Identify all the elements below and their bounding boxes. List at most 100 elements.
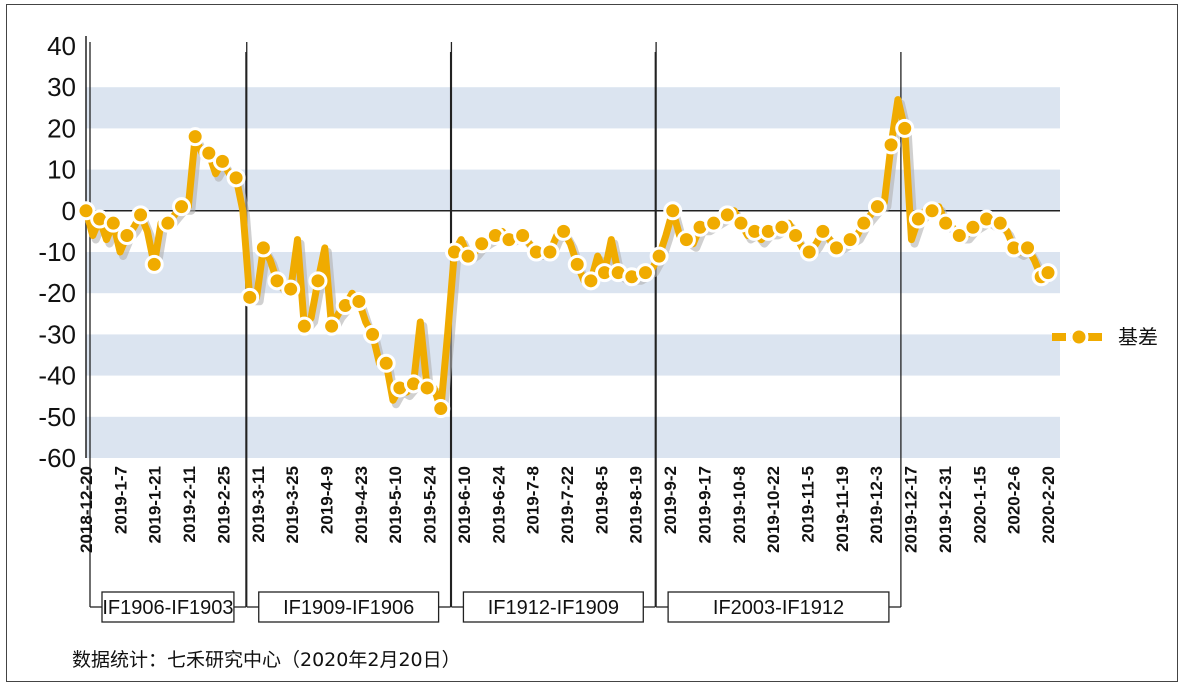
contract-label: IF1912-IF1909	[488, 597, 619, 619]
y-tick-label: 10	[47, 155, 76, 185]
data-point	[908, 209, 928, 229]
contract-labels: IF1906-IF1903 IF1909-IF1906 IF1912-IF1909 I…	[101, 591, 890, 623]
x-tick-label: 2020-2-6	[1005, 466, 1024, 534]
x-tick-label: 2019-11-19	[833, 466, 852, 552]
data-point	[936, 213, 956, 233]
data-point	[854, 213, 874, 233]
y-tick-label: -30	[38, 319, 76, 349]
x-tick-label: 2019-2-25	[214, 466, 233, 544]
contract-box	[101, 591, 235, 623]
x-tick-label: 2019-1-7	[111, 466, 130, 534]
grid-band	[86, 334, 1060, 376]
x-tick-label: 2019-4-9	[318, 466, 337, 534]
contract-label: IF1909-IF1906	[283, 597, 414, 619]
x-tick-label: 2019-3-11	[249, 466, 268, 543]
data-point	[963, 217, 983, 237]
x-tick-label: 2020-1-15	[970, 466, 989, 544]
x-tick-label: 2019-2-11	[180, 466, 199, 543]
x-tick-label: 2019-6-24	[489, 465, 508, 543]
y-tick-label: -50	[38, 402, 76, 432]
x-tick-label: 2019-11-5	[799, 466, 818, 543]
x-tick-label: 2019-8-19	[627, 466, 646, 544]
x-tick-label: 2018-12-20	[77, 466, 96, 553]
grid-band	[86, 87, 1060, 129]
source-note: 数据统计：七禾研究中心（2020年2月20日）	[72, 649, 461, 671]
x-tick-label: 2019-12-17	[902, 466, 921, 553]
data-point	[731, 213, 751, 233]
data-point	[363, 324, 383, 344]
x-tick-label: 2019-1-21	[146, 466, 165, 544]
data-point	[786, 226, 806, 246]
legend-marker	[1069, 327, 1089, 347]
data-point	[513, 226, 533, 246]
data-point	[1038, 263, 1058, 283]
grid-band	[86, 169, 1060, 211]
data-point	[826, 238, 846, 258]
data-point	[431, 399, 451, 419]
data-point	[881, 135, 901, 155]
data-point	[704, 213, 724, 233]
series-basis	[76, 96, 1058, 419]
y-tick-label: -60	[38, 443, 76, 473]
contract-label: IF2003-IF1912	[713, 597, 844, 619]
data-point	[158, 213, 178, 233]
data-point	[635, 263, 655, 283]
data-point	[322, 316, 342, 336]
x-tick-label: 2019-4-23	[352, 466, 371, 544]
data-point	[567, 254, 587, 274]
x-axis-ticks: 2018-12-20 2019-1-7 2019-1-21 2019-2-11 2019…	[77, 465, 1058, 553]
data-point	[281, 279, 301, 299]
y-tick-label: 0	[62, 196, 76, 226]
data-point	[240, 287, 260, 307]
x-tick-label: 2020-2-20	[1039, 466, 1058, 544]
x-tick-label: 2019-12-31	[936, 466, 955, 553]
data-point	[581, 271, 601, 291]
contract-box	[667, 591, 890, 623]
data-point	[226, 168, 246, 188]
x-tick-label: 2019-5-24	[421, 465, 440, 543]
x-tick-label: 2019-5-10	[386, 466, 405, 544]
contract-label: IF1906-IF1903	[102, 597, 233, 619]
data-point	[172, 197, 192, 217]
contract-box	[258, 591, 440, 623]
x-tick-label: 2019-10-22	[764, 466, 783, 553]
data-point	[103, 213, 123, 233]
data-point	[458, 246, 478, 266]
data-point	[922, 201, 942, 221]
data-point	[895, 118, 915, 138]
data-point	[649, 246, 669, 266]
legend: 基差	[1052, 325, 1158, 349]
x-tick-label: 2019-12-3	[867, 466, 886, 544]
data-point	[308, 271, 328, 291]
x-tick-label: 2019-8-5	[592, 466, 611, 534]
data-point	[813, 221, 833, 241]
data-point	[799, 242, 819, 262]
data-point	[267, 271, 287, 291]
y-tick-label: 30	[47, 72, 76, 102]
data-point	[949, 226, 969, 246]
data-point	[294, 316, 314, 336]
legend-label: 基差	[1118, 325, 1158, 349]
x-tick-label: 2019-7-22	[558, 466, 577, 544]
y-tick-label: -10	[38, 237, 76, 267]
data-point	[212, 151, 232, 171]
data-point	[349, 291, 369, 311]
x-tick-label: 2019-10-8	[730, 466, 749, 544]
x-tick-label: 2019-6-10	[455, 466, 474, 544]
y-axis-ticks: 40 30 20 10 0 -10 -20 -30 -40 -50 -60	[38, 31, 76, 473]
data-point	[417, 378, 437, 398]
data-point	[676, 230, 696, 250]
data-point	[540, 242, 560, 262]
grid-band	[86, 416, 1060, 458]
data-point	[185, 127, 205, 147]
data-point	[990, 213, 1010, 233]
x-tick-label: 2019-7-8	[524, 466, 543, 534]
data-point	[376, 353, 396, 373]
data-point	[867, 197, 887, 217]
x-tick-label: 2019-3-25	[283, 466, 302, 544]
data-point	[131, 205, 151, 225]
y-tick-label: 20	[47, 113, 76, 143]
x-tick-label: 2019-9-2	[661, 466, 680, 534]
data-point	[772, 217, 792, 237]
